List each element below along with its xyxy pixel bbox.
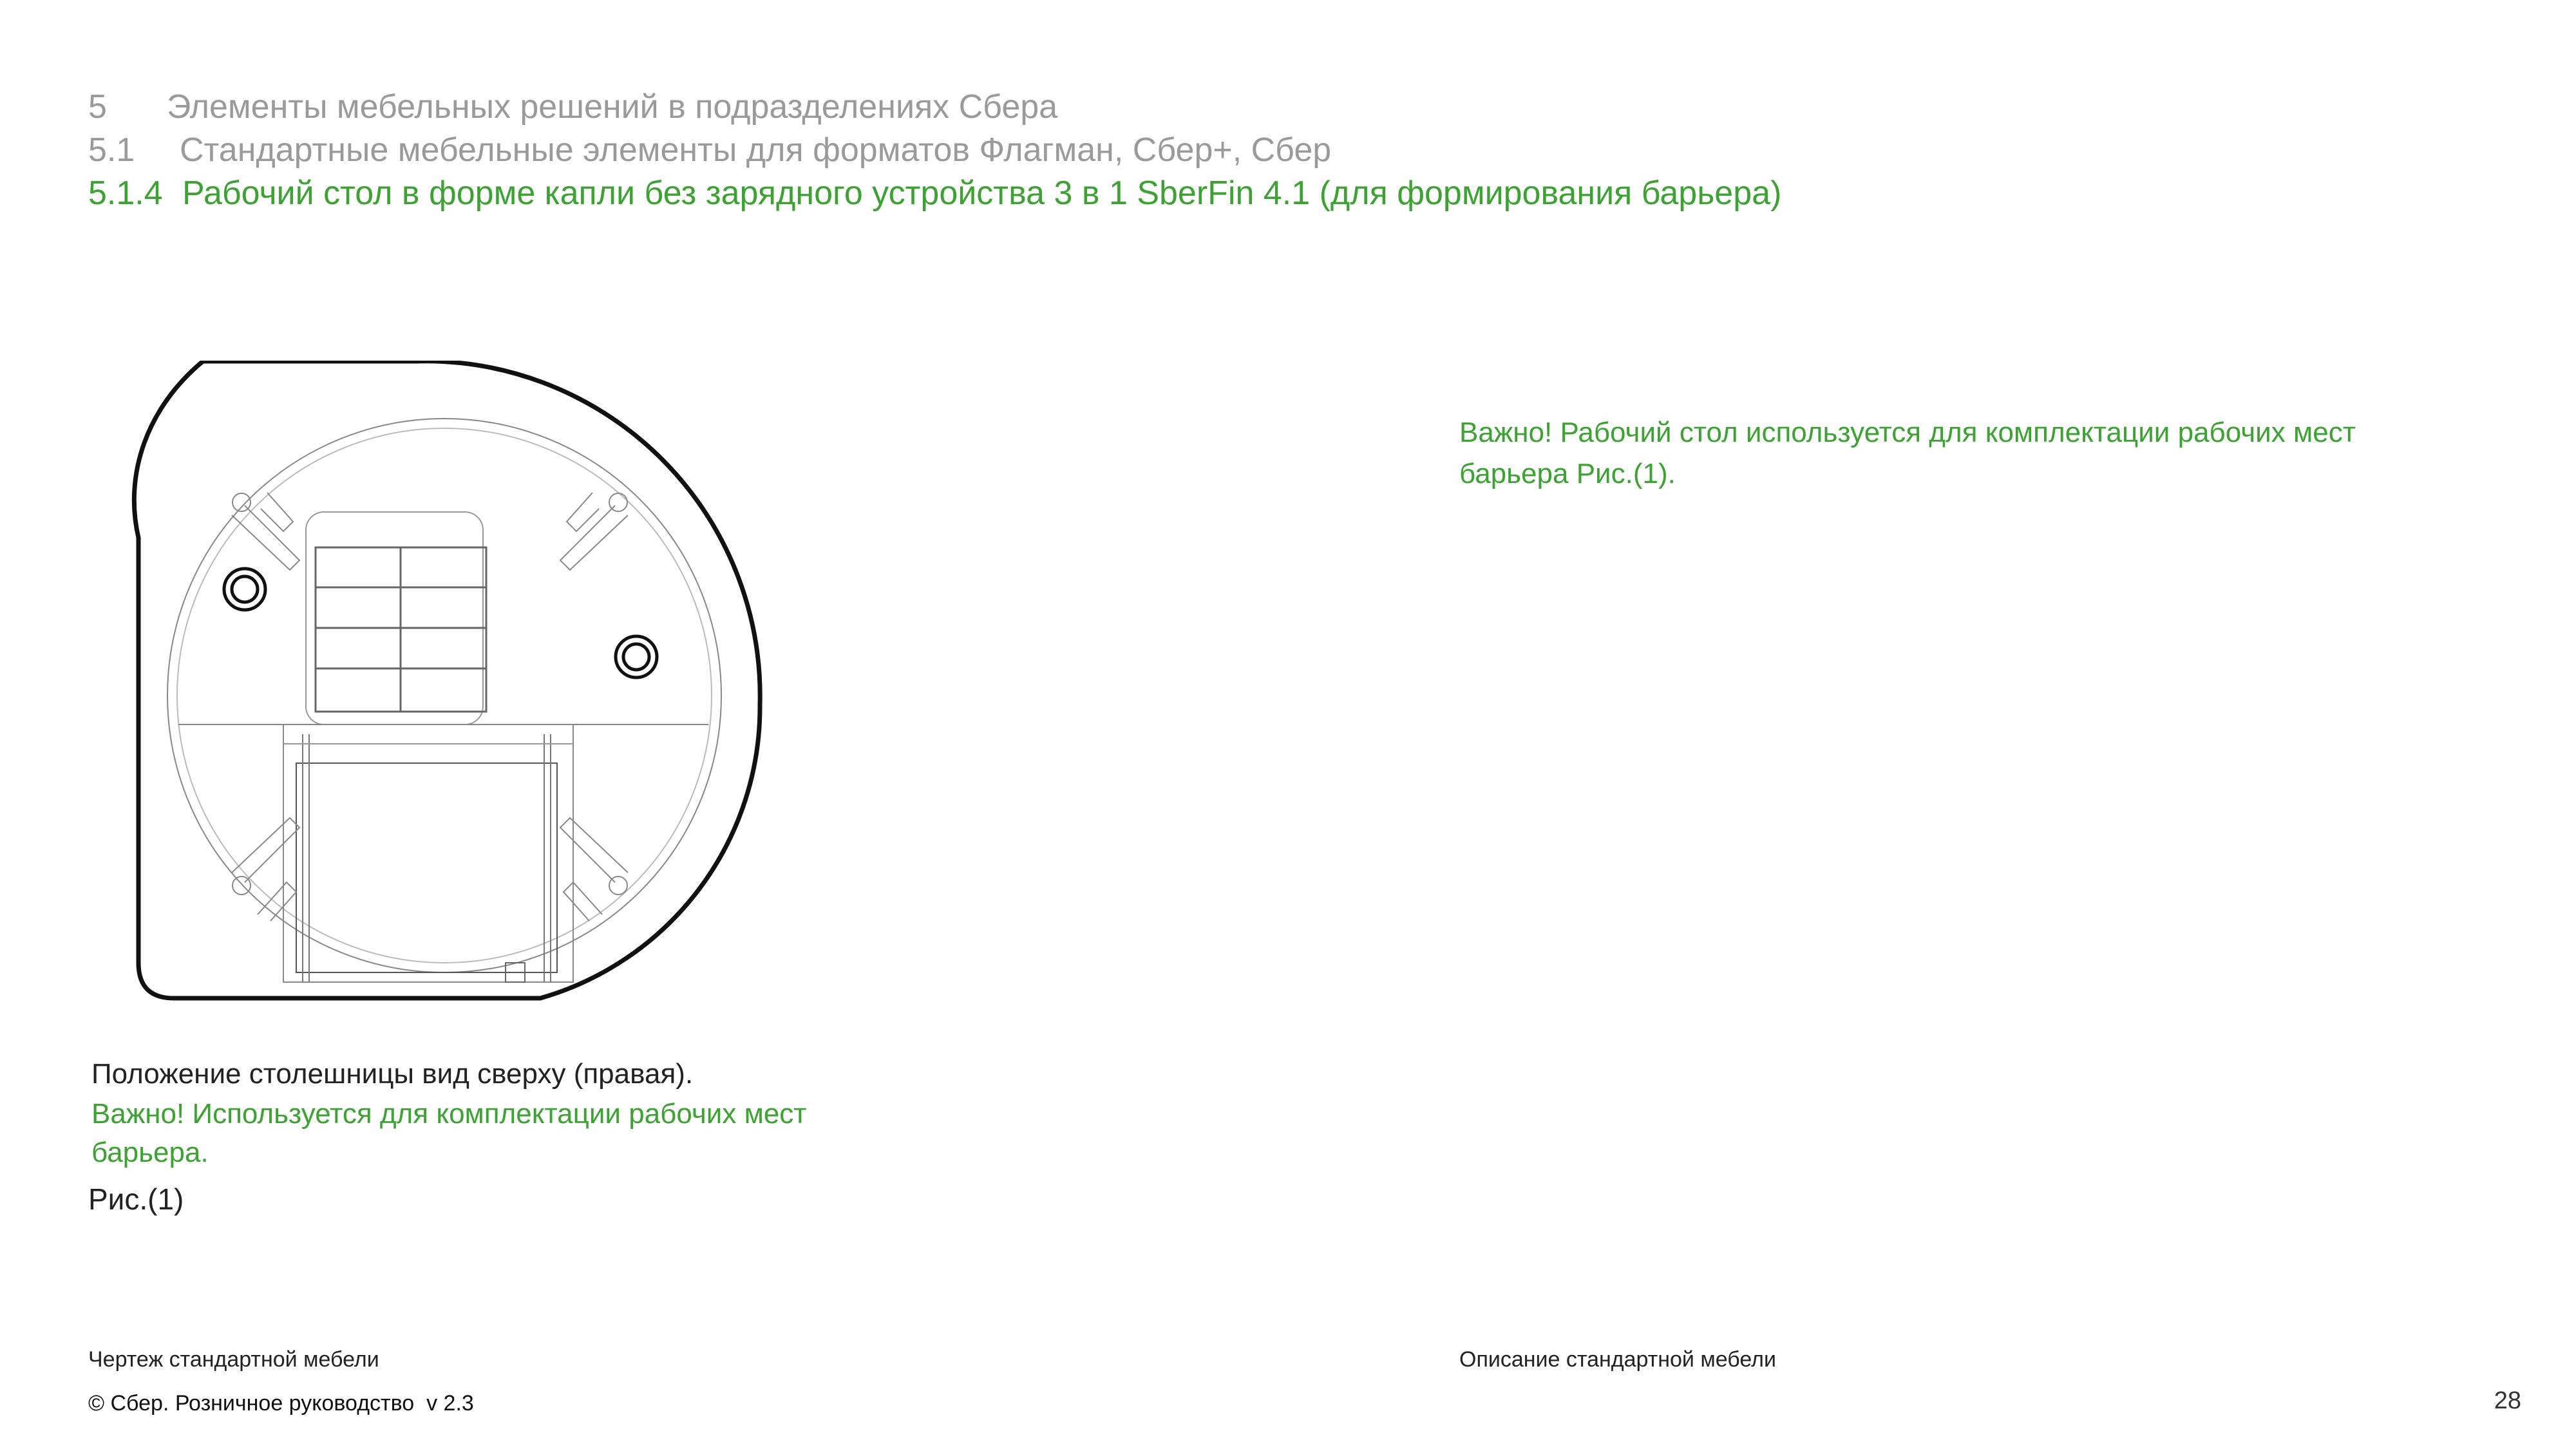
cabinet-foot	[505, 962, 526, 983]
section-title: Элементы мебельных решений в подразделен…	[167, 88, 1058, 126]
bracket-upper-right	[559, 492, 629, 571]
table-drawing-svg	[131, 361, 762, 1001]
table-outline	[131, 361, 762, 1001]
table-top-drawing	[119, 361, 770, 1001]
bracket-lower-right	[559, 817, 629, 922]
bracket-upper-left	[231, 492, 301, 571]
description-note: Важно! Рабочий стол используется для ком…	[1459, 417, 2356, 489]
central-drawer-unit	[305, 511, 484, 725]
footer-description-label: Описание стандартной мебели	[1459, 1347, 1776, 1372]
section-heading: 5 Элементы мебельных решений в подразделе…	[88, 86, 1057, 128]
cable-grommet-right	[614, 634, 659, 679]
bracket-lower-left	[231, 817, 301, 922]
subsection-number: 5.1	[88, 131, 135, 169]
subsection-heading: 5.1 Стандартные мебельные элементы для фо…	[88, 129, 1331, 171]
lower-cabinet-inner	[296, 762, 558, 973]
item-number: 5.1.4	[88, 175, 163, 212]
item-title: Рабочий стол в форме капли без зарядного…	[182, 175, 1782, 212]
inner-body-inner-ring	[176, 428, 712, 963]
copyright: © Сбер. Розничное руководство v 2.3	[88, 1391, 474, 1416]
page-number: 28	[2494, 1387, 2521, 1414]
figure-label: Рис.(1)	[88, 1182, 184, 1216]
subsection-title: Стандартные мебельные элементы для форма…	[180, 131, 1332, 169]
section-number: 5	[88, 88, 107, 126]
lower-cabinet-outer	[283, 724, 574, 983]
figure-caption: Положение столешницы вид сверху (правая)…	[91, 1058, 694, 1090]
figure-note: Важно! Используется для комплектации раб…	[91, 1098, 807, 1168]
footer-drawing-label: Чертеж стандартной мебели	[88, 1347, 379, 1372]
item-heading: 5.1.4 Рабочий стол в форме капли без заря…	[88, 173, 1781, 214]
cable-grommet-left	[222, 567, 267, 612]
